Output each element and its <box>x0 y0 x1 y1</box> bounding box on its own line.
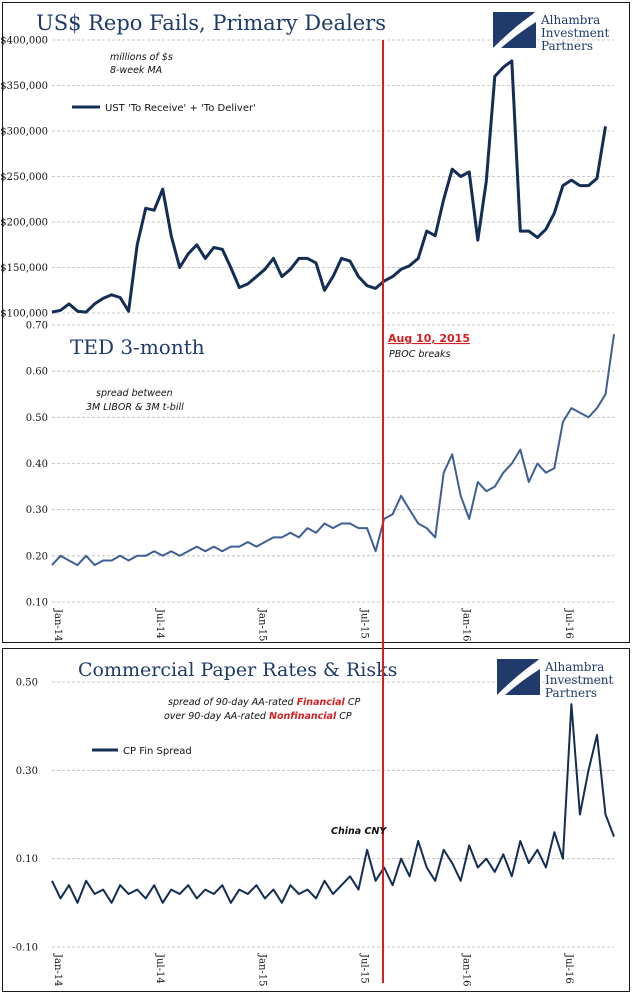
marker-date-label: Aug 10, 2015 <box>388 332 470 345</box>
ted-chart: TED 3-month spread between 3M LIBOR & 3M… <box>26 321 615 642</box>
cp-note-line1: spread of 90-day AA-rated Financial CP <box>168 697 360 708</box>
cp-note2-pre: over 90-day AA-rated <box>164 711 269 722</box>
cp-note2-nonfinancial: Nonfinancial <box>269 711 337 722</box>
y-tick-label: $300,000 <box>0 127 48 138</box>
x-tick-label: Jul-16 <box>563 608 574 639</box>
x-tick-label: Jan-15 <box>256 608 267 642</box>
y-tick-label: $400,000 <box>0 36 48 47</box>
y-tick-label: 0.50 <box>26 413 48 424</box>
y-tick-label: 0.50 <box>16 678 38 689</box>
cp-chart-title: Commercial Paper Rates & Risks <box>78 659 397 681</box>
marker-pboc-label: PBOC breaks <box>389 349 450 360</box>
y-tick-label: $250,000 <box>0 172 48 183</box>
y-tick-label: 0.70 <box>26 321 48 332</box>
logo-bottom-line1: Alhambra <box>544 660 604 674</box>
ted-note-line2: 3M LIBOR & 3M t-bill <box>86 402 184 413</box>
y-tick-label: 0.30 <box>16 766 38 777</box>
repo-gridlines <box>52 39 614 314</box>
cp-y-tick-labels: 0.50 0.30 0.10 -0.10 <box>12 678 38 954</box>
x-tick-label: Jul-14 <box>154 608 165 639</box>
repo-units-note: millions of $s <box>110 52 173 63</box>
cp-note2-post: CP <box>336 711 352 722</box>
ted-note-line1: spread between <box>96 388 173 399</box>
cp-note-line2: over 90-day AA-rated Nonfinancial CP <box>164 711 352 722</box>
cp-chart: Commercial Paper Rates & Risks spread of… <box>12 659 615 987</box>
alhambra-logo-icon-bottom <box>497 658 541 695</box>
ted-series-line <box>51 334 615 567</box>
x-tick-label: Jul-15 <box>359 953 370 984</box>
repo-fails-series-line <box>51 59 607 314</box>
logo-line2: Investment <box>541 26 610 40</box>
ted-chart-title: TED 3-month <box>70 335 205 359</box>
logo-bottom-line3: Partners <box>545 686 597 700</box>
y-tick-label: 0.10 <box>16 854 38 865</box>
top-panel <box>2 2 630 643</box>
repo-fails-chart: US$ Repo Fails, Primary Dealers millions… <box>0 11 614 320</box>
bottom-panel <box>2 648 630 992</box>
cp-note1-post: CP <box>345 697 361 708</box>
y-tick-label: $350,000 <box>0 81 48 92</box>
ted-gridlines <box>52 324 614 603</box>
x-tick-label: Jul-14 <box>154 953 165 984</box>
x-tick-label: Jan-16 <box>461 608 472 642</box>
y-tick-label: $200,000 <box>0 218 48 229</box>
logo-top: Alhambra Investment Partners <box>493 11 610 53</box>
repo-chart-title: US$ Repo Fails, Primary Dealers <box>36 11 386 35</box>
logo-line3: Partners <box>541 39 593 53</box>
cp-x-tick-labels: Jan-14 Jul-14 Jan-15 Jul-15 Jan-16 Jul-16 <box>52 953 574 987</box>
x-tick-label: Jan-14 <box>52 953 63 987</box>
y-tick-label: 0.10 <box>26 598 48 609</box>
cp-spread-series-line <box>51 703 615 904</box>
cp-note1-pre: spread of 90-day AA-rated <box>168 697 297 708</box>
y-tick-label: $150,000 <box>0 263 48 274</box>
cp-note1-financial: Financial <box>297 697 346 708</box>
repo-ma-note: 8-week MA <box>110 65 162 76</box>
x-tick-label: Jul-16 <box>563 953 574 984</box>
china-cny-label: China CNY <box>331 826 387 837</box>
cp-legend-label: CP Fin Spread <box>123 746 192 757</box>
x-tick-label: Jan-14 <box>52 608 63 642</box>
logo-bottom: Alhambra Investment Partners <box>497 658 614 700</box>
y-tick-label: $100,000 <box>0 309 48 320</box>
logo-line1: Alhambra <box>540 13 600 27</box>
repo-legend-label: UST 'To Receive' + 'To Deliver' <box>105 103 256 114</box>
x-tick-label: Jan-15 <box>256 953 267 987</box>
ted-y-tick-labels: 0.70 0.60 0.50 0.40 0.30 0.20 0.10 <box>26 321 48 609</box>
x-tick-label: Jul-15 <box>359 608 370 639</box>
y-tick-label: 0.20 <box>26 551 48 562</box>
y-tick-label: -0.10 <box>12 943 38 954</box>
ted-x-tick-labels: Jan-14 Jul-14 Jan-15 Jul-15 Jan-16 Jul-16 <box>52 608 574 642</box>
y-tick-label: 0.60 <box>26 367 48 378</box>
y-tick-label: 0.40 <box>26 459 48 470</box>
alhambra-logo-icon <box>493 11 537 48</box>
x-tick-label: Jan-16 <box>461 953 472 987</box>
cp-gridlines <box>52 681 614 948</box>
y-tick-label: 0.30 <box>26 505 48 516</box>
logo-bottom-line2: Investment <box>545 673 614 687</box>
repo-y-tick-labels: $400,000 $350,000 $300,000 $250,000 $200,000… <box>0 36 48 320</box>
